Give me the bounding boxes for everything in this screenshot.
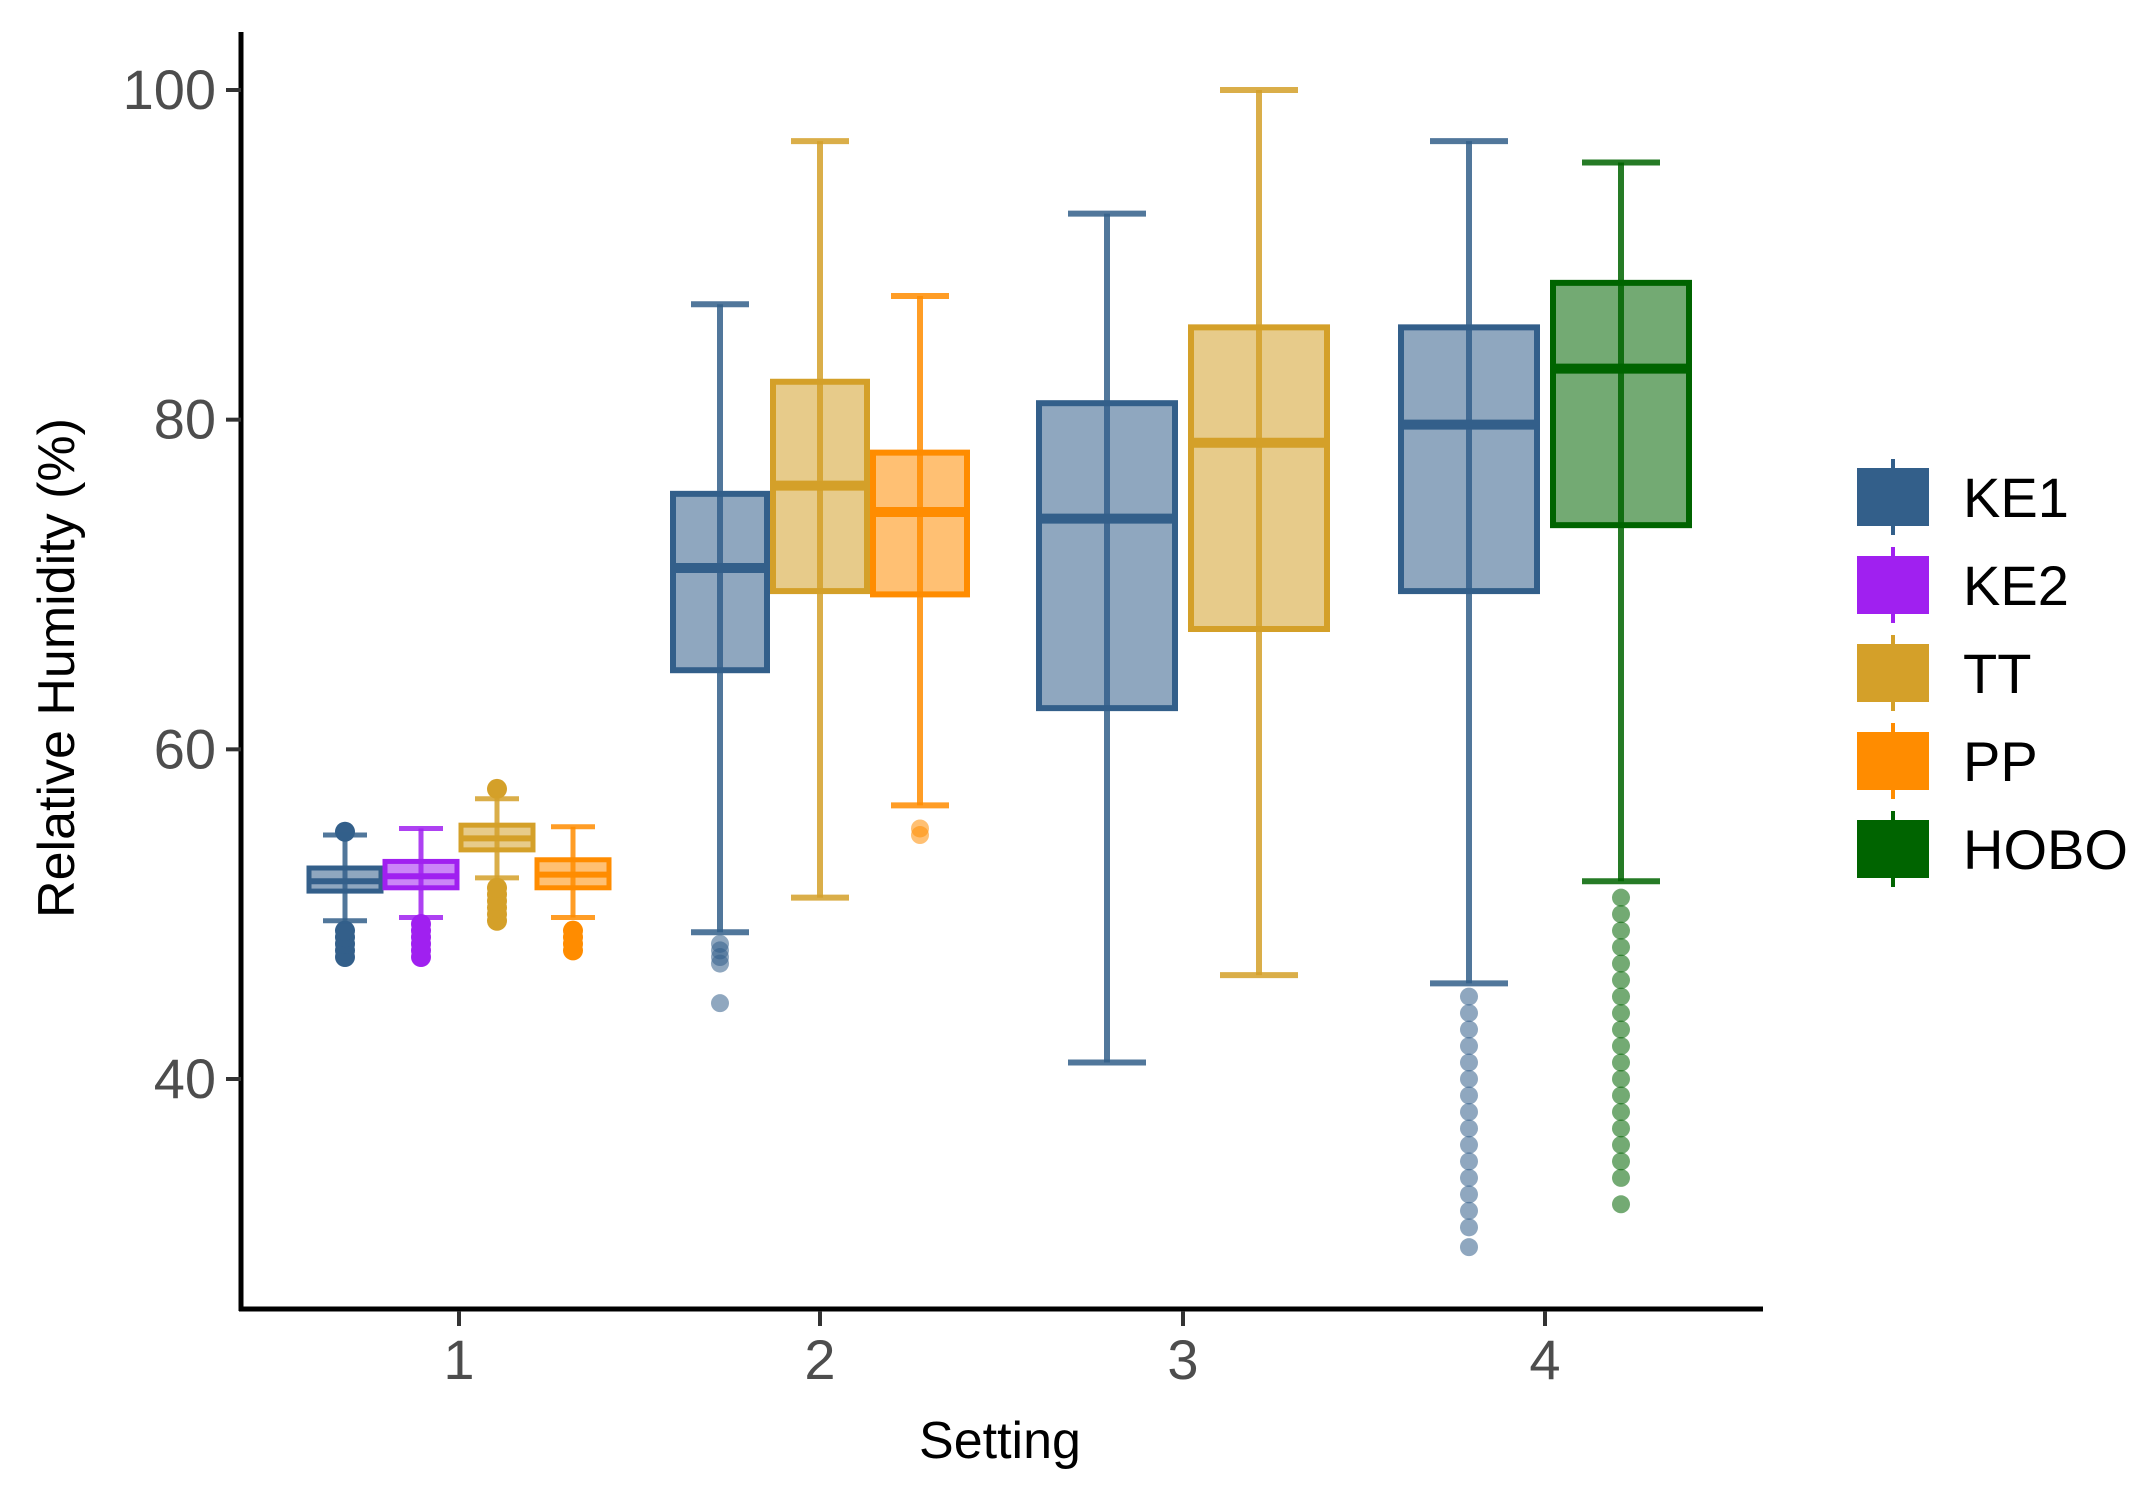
legend-label: KE2 bbox=[1963, 554, 2069, 617]
legend-key-swatch bbox=[1857, 732, 1929, 790]
outlier-point bbox=[1460, 1135, 1478, 1154]
x-axis-title: Setting bbox=[919, 1412, 1081, 1470]
outlier-point bbox=[1460, 1119, 1478, 1138]
box-tt-setting-3 bbox=[1188, 87, 1330, 979]
box-hobo-setting-4 bbox=[1550, 159, 1692, 1214]
outlier-point bbox=[1460, 1020, 1478, 1039]
iqr-box bbox=[1550, 279, 1692, 529]
y-axis-ticks: 40 60 80 100 bbox=[123, 58, 241, 1110]
plot-area bbox=[306, 87, 1692, 1257]
box-ke1-setting-2 bbox=[670, 301, 770, 1013]
box-ke1-setting-3 bbox=[1036, 210, 1178, 1066]
outlier-point bbox=[1460, 1102, 1478, 1121]
box-tt-setting-2 bbox=[770, 138, 870, 901]
outlier-point bbox=[1612, 1086, 1630, 1105]
outlier-point bbox=[1460, 1238, 1478, 1257]
outlier-point bbox=[1612, 987, 1630, 1006]
legend-label: HOBO bbox=[1963, 818, 2128, 881]
outlier-point bbox=[1460, 987, 1478, 1006]
y-axis-title: Relative Humidity (%) bbox=[28, 418, 86, 918]
legend-item-tt: TT bbox=[1857, 635, 2031, 711]
outlier-point bbox=[911, 819, 929, 838]
outlier-point bbox=[335, 920, 355, 941]
iqr-box bbox=[1398, 324, 1540, 595]
outlier-point bbox=[1460, 1218, 1478, 1237]
outlier-point bbox=[1612, 1037, 1630, 1056]
outlier-point bbox=[1460, 1004, 1478, 1023]
legend-item-hobo: HOBO bbox=[1857, 811, 2128, 887]
y-tick-label: 60 bbox=[154, 717, 216, 780]
x-tick-label: 3 bbox=[1167, 1328, 1198, 1391]
iqr-box bbox=[870, 449, 970, 598]
iqr-box bbox=[670, 490, 770, 674]
outlier-point bbox=[1612, 1195, 1630, 1214]
iqr-box bbox=[1036, 400, 1178, 712]
outlier-point bbox=[1612, 1135, 1630, 1154]
outlier-point bbox=[711, 934, 729, 953]
outlier-point bbox=[1612, 938, 1630, 957]
outlier-point bbox=[563, 920, 583, 941]
outlier-point bbox=[1612, 971, 1630, 990]
legend-key-swatch bbox=[1857, 556, 1929, 614]
outlier-point bbox=[1460, 1168, 1478, 1187]
x-axis-ticks: 1 2 3 4 bbox=[443, 1311, 1561, 1391]
box-ke1-setting-4 bbox=[1398, 138, 1540, 1257]
outlier-point bbox=[1460, 1201, 1478, 1220]
outlier-point bbox=[1612, 905, 1630, 924]
outlier-point bbox=[1612, 1168, 1630, 1187]
legend-label: KE1 bbox=[1963, 466, 2069, 529]
legend-item-pp: PP bbox=[1857, 723, 2038, 799]
outlier-point bbox=[1612, 921, 1630, 940]
outlier-point bbox=[1460, 1152, 1478, 1171]
outlier-point bbox=[1612, 1053, 1630, 1072]
y-tick-label: 80 bbox=[154, 388, 216, 451]
legend: KE1 KE2 TT PP HOBO bbox=[1857, 459, 2128, 887]
outlier-point bbox=[1612, 1070, 1630, 1088]
outlier-point bbox=[1612, 1102, 1630, 1121]
box-pp-setting-2 bbox=[870, 293, 970, 845]
legend-item-ke1: KE1 bbox=[1857, 459, 2069, 535]
outlier-point bbox=[1460, 1086, 1478, 1105]
iqr-box bbox=[1188, 324, 1330, 633]
y-tick-label: 100 bbox=[123, 58, 216, 121]
outlier-point bbox=[1612, 1152, 1630, 1171]
outlier-point bbox=[1612, 888, 1630, 907]
outlier-point bbox=[1612, 1020, 1630, 1039]
outlier-point bbox=[487, 877, 507, 898]
outlier-point bbox=[487, 778, 507, 799]
x-tick-label: 4 bbox=[1529, 1328, 1560, 1391]
box-pp-setting-1 bbox=[534, 824, 612, 961]
outlier-point bbox=[1460, 1070, 1478, 1088]
outlier-point bbox=[1460, 1185, 1478, 1204]
legend-item-ke2: KE2 bbox=[1857, 547, 2069, 623]
legend-key-swatch bbox=[1857, 468, 1929, 526]
legend-label: PP bbox=[1963, 730, 2038, 793]
outlier-point bbox=[1612, 1004, 1630, 1023]
outlier-point bbox=[1460, 1037, 1478, 1056]
outlier-point bbox=[1612, 1119, 1630, 1138]
outlier-point bbox=[1612, 954, 1630, 973]
box-ke1-setting-1 bbox=[306, 821, 384, 968]
x-tick-label: 1 bbox=[443, 1328, 474, 1391]
outlier-point bbox=[1460, 1053, 1478, 1072]
y-tick-label: 40 bbox=[154, 1047, 216, 1110]
x-tick-label: 2 bbox=[804, 1328, 835, 1391]
legend-key-swatch bbox=[1857, 644, 1929, 702]
outlier-point bbox=[711, 994, 729, 1013]
legend-key-swatch bbox=[1857, 820, 1929, 878]
box-tt-setting-1 bbox=[458, 778, 536, 931]
box-ke2-setting-1 bbox=[382, 825, 460, 968]
legend-label: TT bbox=[1963, 642, 2031, 705]
